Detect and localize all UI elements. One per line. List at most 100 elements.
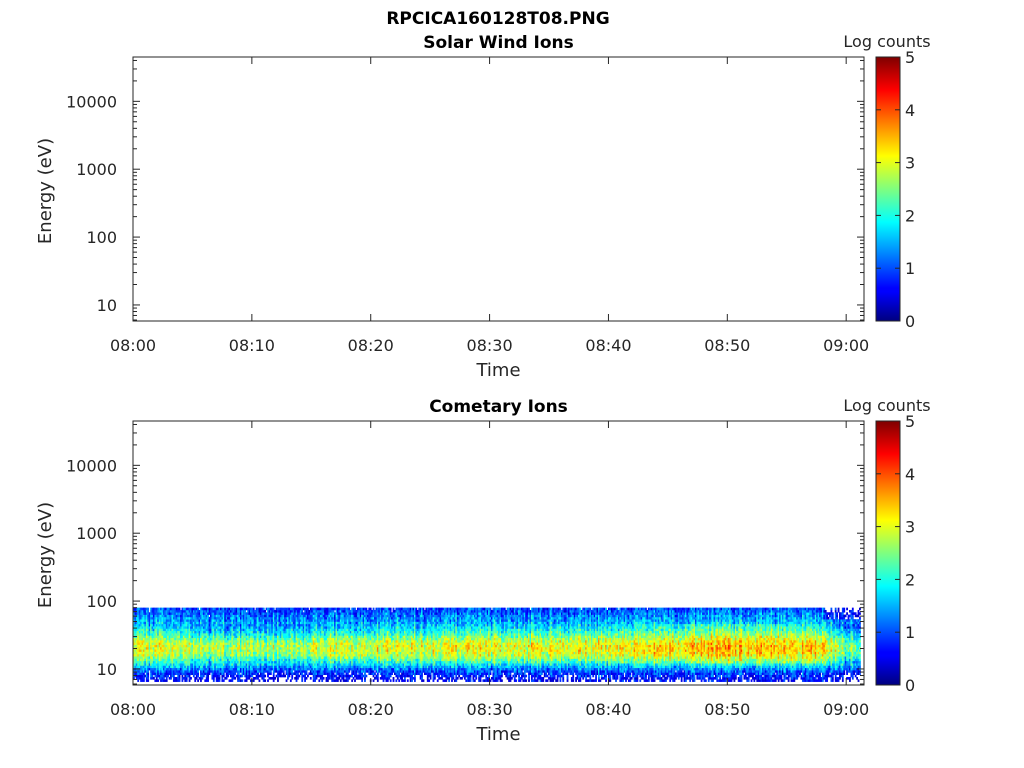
- spectrogram-cell: [244, 656, 247, 659]
- spectrogram-cell: [210, 642, 212, 645]
- spectrogram-cell: [207, 623, 209, 627]
- spectrogram-cell: [251, 637, 254, 641]
- spectrogram-cell: [258, 667, 261, 671]
- spectrogram-cell: [195, 628, 198, 632]
- spectrogram-cell: [207, 619, 209, 622]
- spectrogram-cell: [224, 633, 227, 636]
- spectrogram-cell: [221, 642, 224, 645]
- spectrogram-cell: [151, 635, 154, 639]
- spectrogram-cell: [235, 656, 238, 659]
- spectrogram-cell: [235, 649, 238, 652]
- spectrogram-cell: [150, 633, 152, 636]
- spectrogram-cell: [158, 644, 161, 648]
- spectrogram-cell: [262, 651, 265, 655]
- spectrogram-cell: [231, 667, 234, 671]
- spectrogram-cell: [238, 677, 241, 680]
- spectrogram-cell: [190, 670, 192, 673]
- spectrogram-cell: [135, 651, 138, 655]
- spectrogram-cell: [208, 623, 211, 627]
- spectrogram-cell: [205, 621, 208, 625]
- spectrogram-cell: [171, 646, 174, 650]
- spectrogram-cell: [261, 628, 264, 632]
- spectrogram-cell: [142, 642, 145, 645]
- spectrogram-cell: [265, 635, 268, 639]
- spectrogram-cell: [177, 651, 180, 655]
- spectrogram-cell: [221, 612, 224, 615]
- spectrogram-cell: [249, 612, 252, 615]
- spectrogram-cell: [235, 607, 238, 611]
- spectrogram-cell: [258, 637, 261, 641]
- spectrogram-cell: [241, 644, 244, 648]
- spectrogram-cell: [194, 642, 197, 645]
- spectrogram-cell: [227, 667, 229, 671]
- spectrogram-cell: [244, 651, 247, 655]
- spectrogram-cell: [225, 633, 228, 636]
- spectrogram-cell: [257, 637, 259, 641]
- spectrogram-cell: [188, 663, 191, 666]
- spectrogram-cell: [267, 623, 269, 627]
- spectrogram-cell: [142, 628, 145, 632]
- spectrogram-cell: [257, 670, 259, 673]
- spectrogram-cell: [221, 619, 224, 622]
- spectrogram-cell: [224, 609, 227, 613]
- spectrogram-cell: [267, 619, 269, 622]
- spectrogram-cell: [208, 663, 211, 666]
- spectrogram-cell: [144, 607, 147, 611]
- spectrogram-cell: [215, 642, 218, 645]
- spectrogram-cell: [141, 630, 144, 634]
- spectrogram-cell: [154, 612, 157, 615]
- spectrogram-cell: [227, 640, 229, 643]
- spectrogram-cell: [229, 658, 232, 662]
- spectrogram-cell: [285, 679, 288, 682]
- spectrogram-cell: [218, 674, 221, 678]
- spectrogram-cell: [215, 626, 218, 629]
- spectrogram-cell: [237, 623, 239, 627]
- spectrogram-cell: [245, 674, 248, 678]
- spectrogram-cell: [222, 672, 225, 675]
- spectrogram-cell: [177, 614, 180, 618]
- spectrogram-cell: [241, 665, 244, 669]
- spectrogram-cell: [200, 621, 202, 625]
- spectrogram-cell: [144, 656, 147, 659]
- spectrogram-cell: [178, 672, 181, 675]
- spectrogram-cell: [218, 646, 221, 650]
- spectrogram-cell: [205, 660, 208, 664]
- spectrogram-cell: [140, 612, 142, 615]
- spectrogram-cell: [160, 679, 162, 682]
- spectrogram-cell: [181, 626, 184, 629]
- spectrogram-cell: [194, 623, 197, 627]
- spectrogram-cell: [227, 637, 229, 641]
- spectrogram-cell: [245, 670, 248, 673]
- spectrogram-cell: [232, 630, 235, 634]
- spectrogram-cell: [248, 616, 251, 620]
- spectrogram-cell: [259, 672, 262, 675]
- spectrogram-cell: [267, 621, 269, 625]
- spectrogram-cell: [197, 674, 200, 678]
- spectrogram-cell: [207, 665, 209, 669]
- spectrogram-cell: [191, 609, 194, 613]
- spectrogram-cell: [231, 635, 234, 639]
- spectrogram-cell: [271, 619, 274, 622]
- spectrogram-cell: [178, 653, 181, 657]
- spectrogram-cell: [257, 674, 259, 678]
- spectrogram-cell: [185, 635, 188, 639]
- spectrogram-cell: [241, 628, 244, 632]
- spectrogram-cell: [247, 670, 249, 673]
- spectrogram-cell: [251, 674, 254, 678]
- spectrogram-cell: [220, 646, 222, 650]
- spectrogram-cell: [215, 630, 218, 634]
- spectrogram-cell: [264, 628, 267, 632]
- spectrogram-cell: [261, 623, 264, 627]
- spectrogram-cell: [205, 649, 208, 652]
- spectrogram-cell: [182, 612, 185, 615]
- spectrogram-cell: [162, 658, 165, 662]
- spectrogram-cell: [162, 663, 165, 666]
- spectrogram-cell: [148, 637, 151, 641]
- spectrogram-cell: [184, 623, 187, 627]
- spectrogram-cell: [192, 672, 195, 675]
- spectrogram-cell: [264, 658, 267, 662]
- spectrogram-cell: [138, 658, 141, 662]
- spectrogram-cell: [252, 642, 255, 645]
- spectrogram-cell: [237, 653, 239, 657]
- spectrogram-cell: [133, 630, 135, 634]
